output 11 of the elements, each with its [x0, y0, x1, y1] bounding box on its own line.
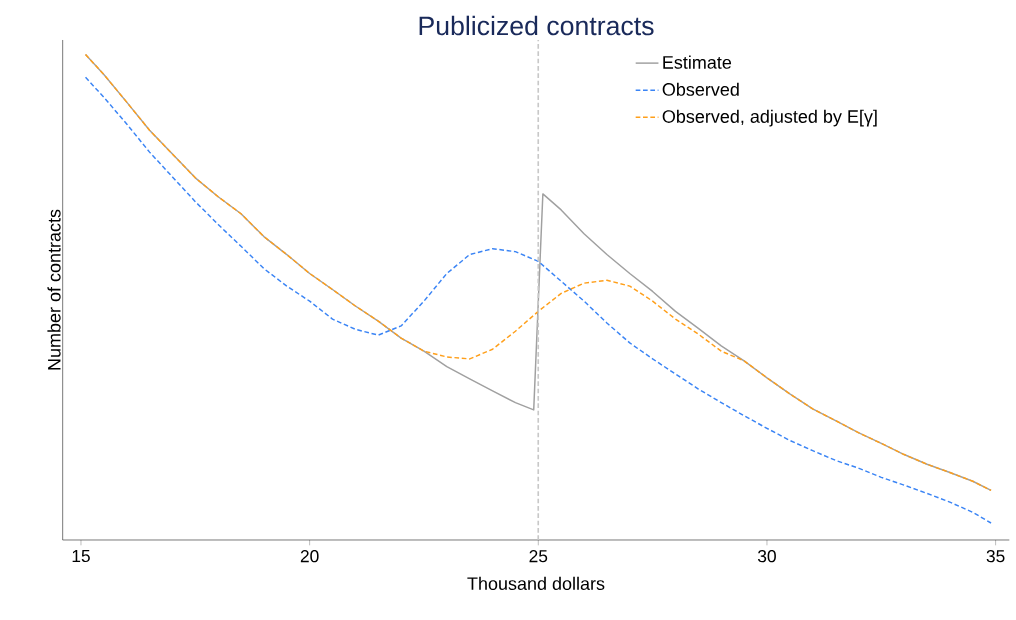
- x-tick-label: 25: [529, 550, 548, 563]
- legend-label: Observed, adjusted by E[γ]: [662, 109, 877, 127]
- x-tick-label: 30: [757, 550, 776, 563]
- x-tick-label: 20: [300, 550, 319, 563]
- legend-label: Estimate: [663, 55, 732, 69]
- legend-label: Observed: [662, 82, 739, 96]
- x-axis-title: Thousand dollars: [467, 576, 605, 590]
- chart-title: Publicized contracts: [419, 15, 654, 36]
- x-tick-label: 35: [986, 550, 1005, 563]
- x-tick-label: 15: [72, 550, 90, 563]
- y-axis-title: Number of contracts: [47, 209, 61, 370]
